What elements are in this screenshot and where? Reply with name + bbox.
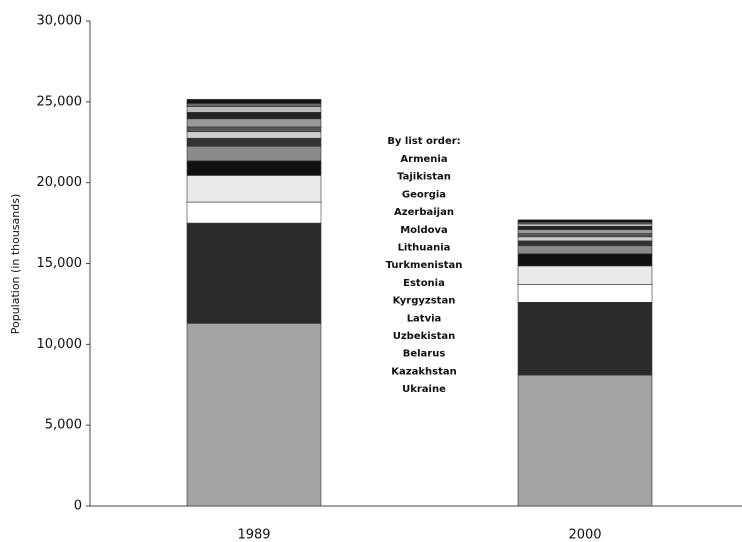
bar-segment (517, 229, 653, 234)
bar-segment (186, 112, 322, 120)
legend-title: By list order: (387, 136, 460, 147)
y-tick-label: 20,000 (37, 175, 83, 190)
legend-label: Georgia (402, 189, 446, 200)
y-tick-label: 0 (74, 499, 82, 514)
bar-segment (517, 223, 653, 227)
legend-label: Ukraine (402, 384, 446, 395)
bar-segment (517, 301, 653, 376)
legend-label: Kazakhstan (391, 366, 456, 377)
bar-segment (517, 253, 653, 267)
bar-segment (186, 201, 322, 224)
legend-label: Uzbekistan (393, 331, 456, 342)
bar-segment (186, 131, 322, 139)
bar-segment (186, 99, 322, 104)
bar-segment (517, 219, 653, 223)
bar-segment (517, 374, 653, 507)
bar-segment (186, 160, 322, 176)
bar-segment (186, 118, 322, 128)
bar-segment (186, 175, 322, 203)
x-tick-label: 1989 (237, 528, 270, 542)
bar-segment (186, 323, 322, 507)
bar-segment (186, 222, 322, 324)
y-tick-label: 5,000 (45, 418, 82, 433)
bar-segment (186, 145, 322, 162)
bar-segment (186, 137, 322, 147)
bar-segment (517, 226, 653, 230)
legend-label: Kyrgyzstan (393, 296, 456, 307)
bar-segment (517, 245, 653, 255)
legend-label: Latvia (407, 313, 442, 324)
y-axis-label: Population (in thousands) (9, 194, 22, 335)
y-tick-label: 10,000 (37, 337, 83, 352)
y-tick-label: 30,000 (37, 14, 83, 29)
legend-label: Lithuania (398, 243, 451, 254)
legend-label: Armenia (400, 154, 447, 165)
legend-label: Tajikistan (397, 172, 451, 183)
bar-segment (517, 240, 653, 247)
bar-segment (186, 106, 322, 113)
legend-label: Estonia (403, 278, 445, 289)
bar-segment (186, 103, 322, 107)
bar-segment (517, 265, 653, 285)
x-tick-label: 2000 (568, 528, 601, 542)
y-tick-label: 15,000 (37, 256, 83, 271)
y-tick-label: 25,000 (37, 94, 83, 109)
legend-label: Azerbaijan (394, 207, 454, 218)
bar-segment (517, 284, 653, 303)
legend-label: Moldova (400, 225, 448, 236)
bar-segment (517, 233, 653, 238)
legend-label: Belarus (403, 349, 446, 360)
legend-label: Turkmenistan (386, 260, 463, 271)
bar-segment (186, 126, 322, 133)
bar-segment (517, 236, 653, 242)
